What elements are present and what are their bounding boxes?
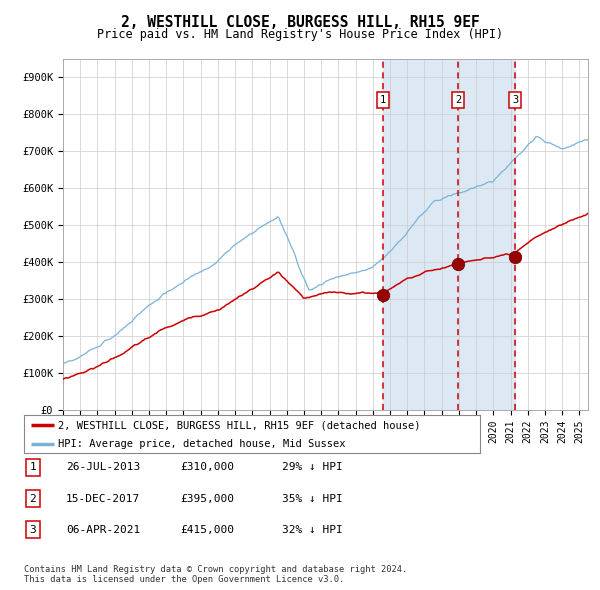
Text: 1: 1 [29, 463, 37, 472]
Text: 3: 3 [29, 525, 37, 535]
Text: £310,000: £310,000 [180, 463, 234, 472]
Text: 06-APR-2021: 06-APR-2021 [66, 525, 140, 535]
Text: Price paid vs. HM Land Registry's House Price Index (HPI): Price paid vs. HM Land Registry's House … [97, 28, 503, 41]
Text: HPI: Average price, detached house, Mid Sussex: HPI: Average price, detached house, Mid … [58, 438, 346, 448]
Text: Contains HM Land Registry data © Crown copyright and database right 2024.
This d: Contains HM Land Registry data © Crown c… [24, 565, 407, 584]
Text: 2: 2 [455, 94, 461, 104]
Text: 2, WESTHILL CLOSE, BURGESS HILL, RH15 9EF (detached house): 2, WESTHILL CLOSE, BURGESS HILL, RH15 9E… [58, 420, 421, 430]
Text: 15-DEC-2017: 15-DEC-2017 [66, 494, 140, 503]
Text: 29% ↓ HPI: 29% ↓ HPI [282, 463, 343, 472]
Text: 1: 1 [380, 94, 386, 104]
Text: 2, WESTHILL CLOSE, BURGESS HILL, RH15 9EF: 2, WESTHILL CLOSE, BURGESS HILL, RH15 9E… [121, 15, 479, 30]
Bar [383, 59, 515, 410]
Text: 32% ↓ HPI: 32% ↓ HPI [282, 525, 343, 535]
Text: £415,000: £415,000 [180, 525, 234, 535]
Text: 2: 2 [29, 494, 37, 503]
Text: £395,000: £395,000 [180, 494, 234, 503]
Text: 35% ↓ HPI: 35% ↓ HPI [282, 494, 343, 503]
Text: 26-JUL-2013: 26-JUL-2013 [66, 463, 140, 472]
Text: 3: 3 [512, 94, 518, 104]
